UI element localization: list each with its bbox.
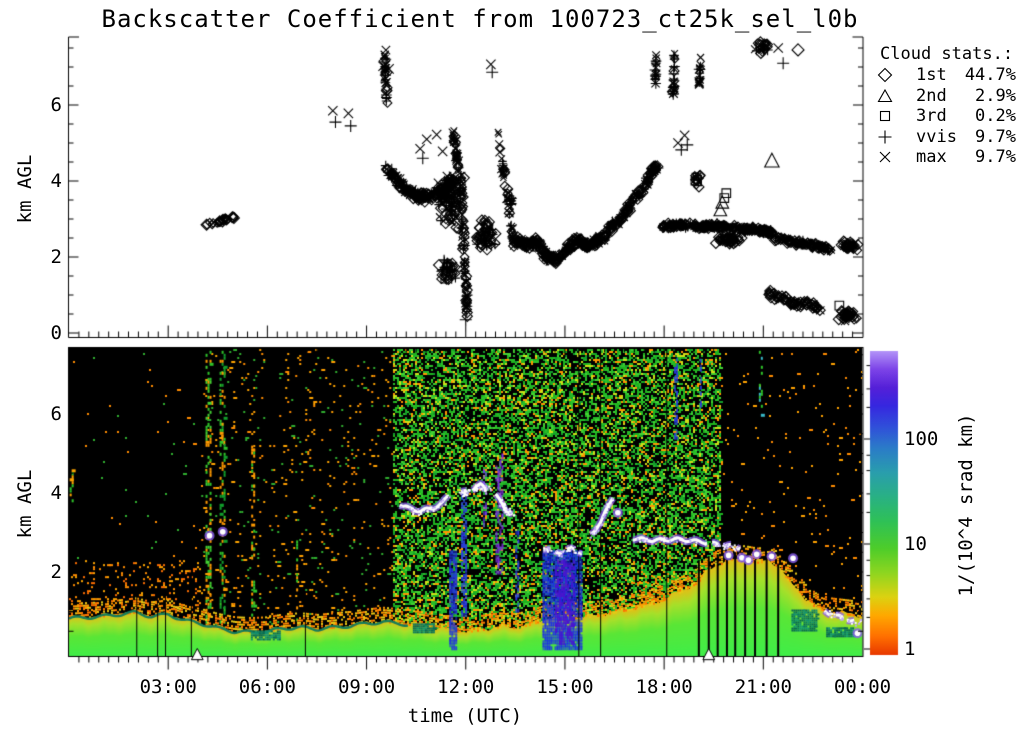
y-tick-label-top: 6 bbox=[50, 94, 62, 116]
legend-entry-value: 0.2% bbox=[975, 106, 1016, 127]
triangle-icon bbox=[876, 87, 894, 105]
legend-entry-label: 2nd bbox=[916, 85, 947, 106]
diamond-icon bbox=[876, 66, 894, 84]
legend-entry-value: 44.7% bbox=[964, 65, 1016, 86]
x-tick-label: 15:00 bbox=[536, 676, 594, 698]
legend-entry-label: vvis bbox=[916, 126, 957, 147]
y-tick-label-bottom: 4 bbox=[50, 482, 62, 504]
y-axis-label-top: km AGL bbox=[14, 154, 36, 224]
legend: Cloud stats.: 1st 44.7% 2nd 2.9% 3rd 0.2… bbox=[868, 44, 1016, 168]
plus-icon bbox=[876, 128, 894, 146]
colorbar-tick-label: 1 bbox=[904, 638, 916, 660]
legend-entry-label: 3rd bbox=[916, 106, 947, 127]
x-tick-label: 18:00 bbox=[635, 676, 693, 698]
legend-entry-label: 1st bbox=[916, 65, 947, 86]
x-tick-label: 06:00 bbox=[238, 676, 296, 698]
legend-entry-value: 2.9% bbox=[975, 85, 1016, 106]
y-tick-label-top: 4 bbox=[50, 170, 62, 192]
colorbar-tick-label: 100 bbox=[904, 428, 939, 450]
legend-row: 2nd 2.9% bbox=[868, 86, 1016, 107]
legend-row: 1st 44.7% bbox=[868, 65, 1016, 86]
colorbar-tick-label: 10 bbox=[904, 533, 927, 555]
legend-entry-label: max bbox=[916, 147, 947, 168]
legend-title: Cloud stats.: bbox=[880, 44, 1014, 64]
legend-row: 3rd 0.2% bbox=[868, 106, 1016, 127]
y-tick-label-bottom: 2 bbox=[50, 561, 62, 583]
x-tick-label: 09:00 bbox=[337, 676, 396, 698]
legend-entry-value: 9.7% bbox=[975, 147, 1016, 168]
y-tick-label-bottom: 6 bbox=[50, 403, 62, 425]
x-tick-label: 03:00 bbox=[139, 676, 197, 698]
legend-row: vvis 9.7% bbox=[868, 127, 1016, 148]
square-icon bbox=[876, 107, 894, 125]
y-tick-label-top: 2 bbox=[50, 246, 62, 268]
y-tick-label-top: 0 bbox=[50, 322, 62, 344]
x-tick-label: 00:00 bbox=[833, 676, 892, 698]
plot-title: Backscatter Coefficient from 100723_ct25… bbox=[101, 5, 859, 33]
legend-entry-value: 9.7% bbox=[975, 126, 1016, 147]
x-tick-label: 21:00 bbox=[734, 676, 792, 698]
y-axis-label-bottom: km AGL bbox=[14, 469, 36, 539]
colorbar-label: 1/(10^4 srad km) bbox=[955, 413, 977, 597]
legend-row: max 9.7% bbox=[868, 147, 1016, 168]
x-tick-label: 12:00 bbox=[437, 676, 495, 698]
cross-icon bbox=[876, 148, 894, 166]
x-axis-label: time (UTC) bbox=[407, 705, 523, 727]
